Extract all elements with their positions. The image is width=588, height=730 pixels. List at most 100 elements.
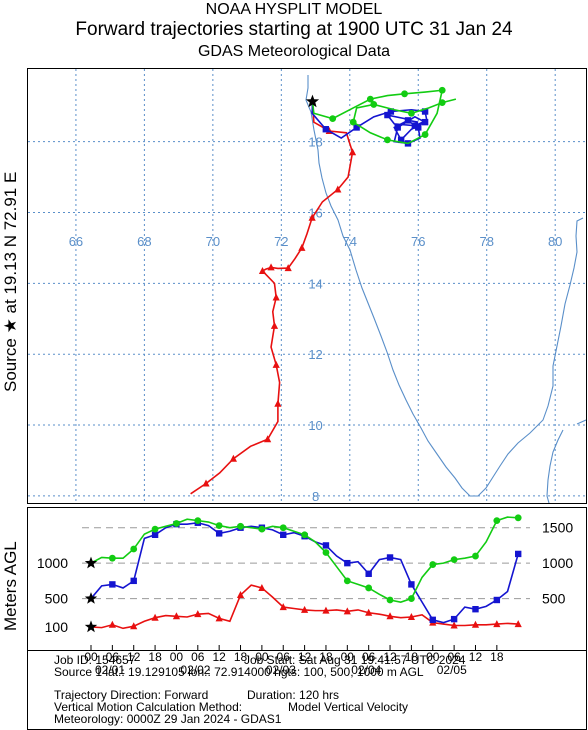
- square-marker: [215, 530, 223, 537]
- triangle-marker: [450, 621, 458, 629]
- model-title: NOAA HYSPLIT MODEL: [205, 1, 383, 18]
- circle-marker: [472, 552, 479, 560]
- square-marker: [421, 108, 429, 115]
- time-tick-label: 00: [426, 650, 440, 664]
- triangle-marker: [274, 399, 282, 407]
- longitude-tick-label: 76: [411, 234, 425, 249]
- time-tick-label: 12: [383, 650, 397, 664]
- latitude-tick-label: 8: [312, 489, 319, 504]
- triangle-marker: [130, 622, 138, 630]
- circle-marker: [408, 109, 415, 117]
- triangle-marker: [236, 591, 245, 599]
- height-panel-frame: [27, 507, 587, 651]
- square-marker: [415, 124, 422, 131]
- square-marker: [386, 554, 394, 561]
- circle-marker: [386, 596, 394, 604]
- triangle-marker: [284, 264, 292, 272]
- sri-lanka-coastline: [546, 419, 586, 503]
- circle-marker: [493, 517, 501, 525]
- triangle-marker: [194, 610, 202, 618]
- coastline: [305, 75, 586, 503]
- square-marker: [387, 108, 395, 115]
- trajectory-direction-text: Trajectory Direction: Forward: [54, 688, 209, 702]
- longitude-tick-label: 66: [69, 234, 83, 249]
- circle-marker: [343, 577, 351, 585]
- circle-marker: [329, 115, 337, 122]
- triangle-marker: [215, 614, 223, 622]
- circle-marker: [349, 118, 357, 126]
- time-tick-label: 00: [170, 650, 184, 664]
- circle-marker: [401, 90, 408, 98]
- square-marker: [429, 616, 436, 624]
- chart-title: Forward trajectories starting at 1900 UT…: [75, 19, 513, 40]
- triangle-marker: [272, 360, 280, 368]
- triangle-marker: [151, 613, 159, 621]
- triangle-marker: [264, 435, 272, 443]
- longitude-tick-label: 68: [137, 234, 151, 249]
- time-tick-label: 18: [490, 650, 504, 664]
- time-tick-label: 06: [191, 650, 205, 664]
- latitude-tick-label: 12: [308, 347, 322, 362]
- triangle-marker: [279, 603, 287, 611]
- time-tick-label: 00: [84, 650, 98, 664]
- india-west-coastline: [305, 75, 584, 497]
- date-label: 02/04: [351, 663, 381, 677]
- square-marker: [404, 117, 412, 124]
- meteorology-text: Meteorology: 0000Z 29 Jan 2024 - GDAS1: [54, 712, 282, 726]
- square-marker: [421, 118, 429, 126]
- triangle-marker: [407, 612, 415, 620]
- circle-marker: [365, 584, 373, 592]
- circle-marker: [108, 554, 116, 562]
- longitude-tick-label: 78: [479, 234, 493, 249]
- longitude-tick-label: 74: [343, 234, 357, 249]
- date-label: 02/01: [95, 663, 125, 677]
- triangle-marker: [493, 620, 501, 628]
- triangle-marker: [386, 612, 394, 620]
- circle-marker: [421, 131, 429, 138]
- square-marker: [411, 122, 419, 129]
- square-marker: [130, 577, 137, 585]
- circle-marker: [322, 549, 330, 556]
- start-star-icon: [84, 592, 98, 604]
- triangle-marker: [272, 293, 280, 301]
- time-tick-label: 06: [106, 650, 120, 664]
- date-label: 02/03: [266, 663, 296, 677]
- square-marker: [353, 124, 360, 131]
- square-marker: [109, 581, 116, 588]
- date-label: 02/05: [437, 663, 467, 677]
- left-height-tick-label: 100: [45, 619, 69, 635]
- circle-marker: [438, 99, 446, 107]
- triangle-marker: [514, 620, 522, 628]
- square-marker: [151, 531, 159, 538]
- circle-marker: [408, 595, 415, 602]
- time-tick-label: 12: [469, 650, 483, 664]
- triangle-marker: [322, 606, 330, 614]
- source-details-text: Source 1 lat.: 19.129105 lon.: 72.914000…: [54, 665, 424, 679]
- duration-text: Duration: 120 hrs: [247, 688, 340, 702]
- vertical-motion-text: Vertical Motion Calculation Method:: [54, 700, 243, 714]
- longitude-tick-label: 72: [274, 234, 288, 249]
- square-marker: [322, 542, 330, 549]
- triangle-marker: [343, 607, 351, 615]
- trajectory-line-h100: [190, 101, 354, 495]
- circle-marker: [450, 556, 458, 563]
- time-tick-label: 00: [341, 650, 355, 664]
- circle-marker: [438, 86, 446, 94]
- time-tick-label: 18: [319, 650, 333, 664]
- longitude-tick-label: 80: [548, 234, 562, 249]
- circle-marker: [366, 95, 374, 103]
- square-marker: [408, 581, 415, 588]
- right-height-tick-label: 1000: [542, 555, 573, 571]
- circle-marker: [301, 531, 308, 539]
- square-marker: [394, 124, 401, 131]
- vertical-motion-value-text: Model Vertical Velocity: [288, 700, 409, 714]
- triangle-marker: [348, 148, 357, 156]
- time-tick-label: 06: [362, 650, 376, 664]
- time-tick-label: 12: [298, 650, 312, 664]
- circle-marker: [279, 524, 287, 532]
- circle-marker: [258, 525, 266, 533]
- triangle-marker: [334, 185, 342, 193]
- time-tick-label: 00: [255, 650, 269, 664]
